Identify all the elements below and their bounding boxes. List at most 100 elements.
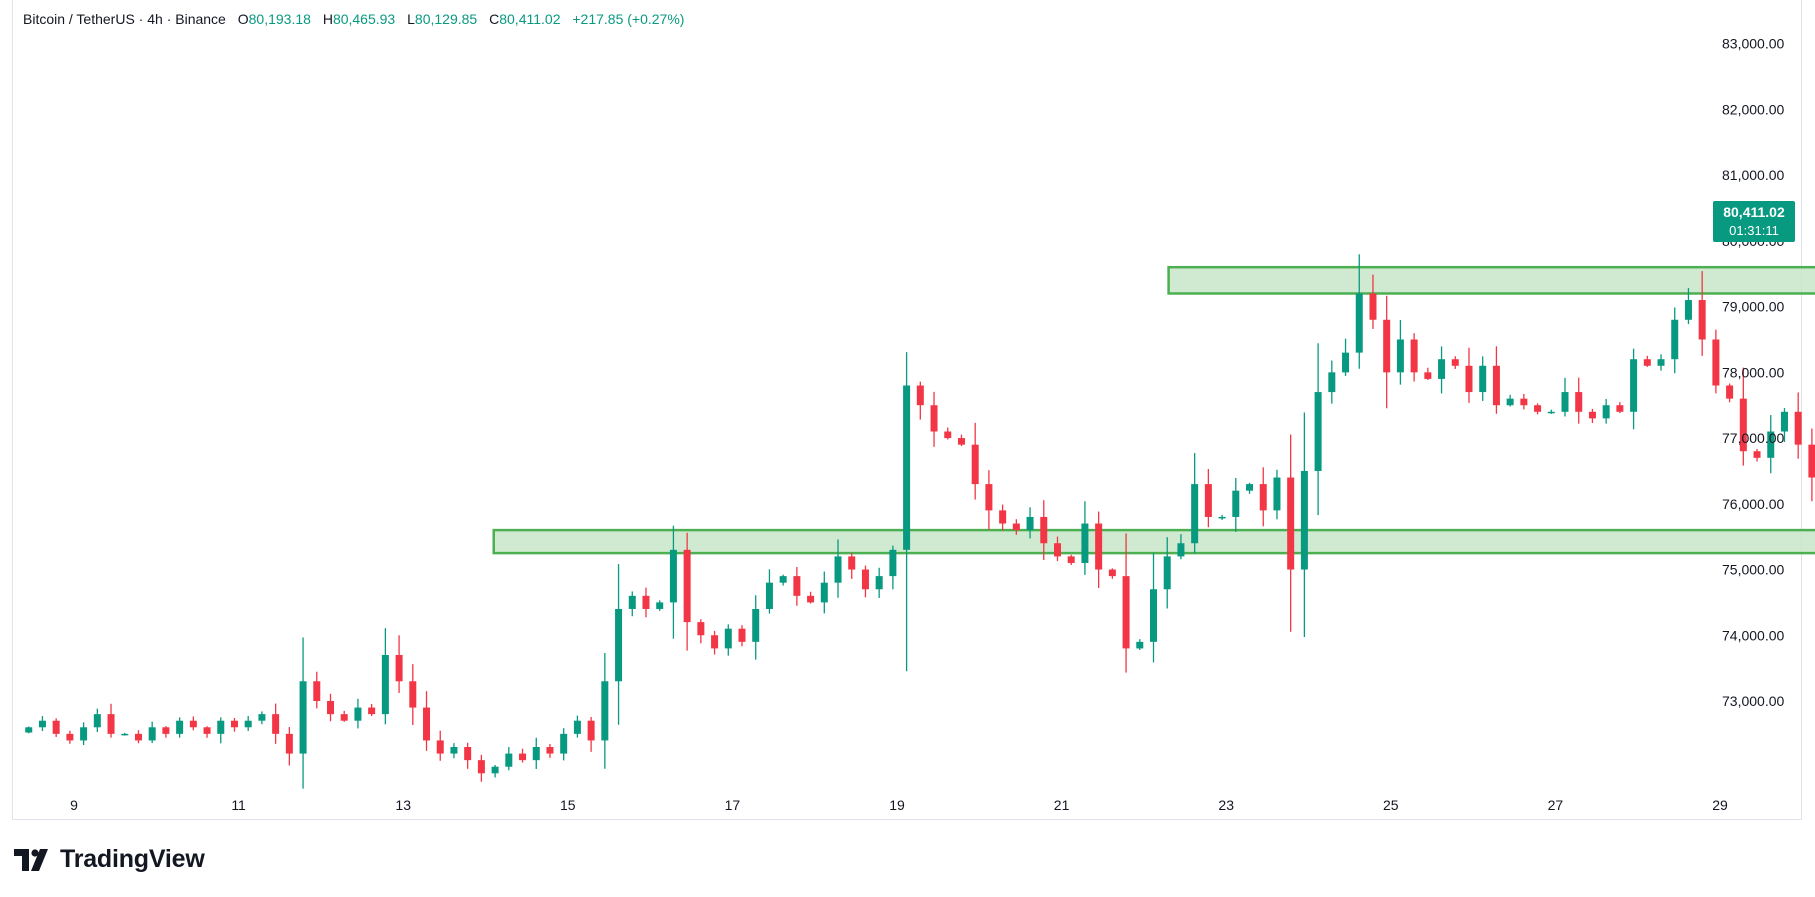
price-axis[interactable]: 83,000.0082,000.0081,000.0080,000.0079,0… xyxy=(1722,36,1784,709)
brand-name: TradingView xyxy=(60,845,205,873)
candle-body xyxy=(1053,543,1061,557)
candle-body xyxy=(1081,523,1089,563)
candle xyxy=(299,637,307,789)
candle xyxy=(285,727,293,766)
candle xyxy=(628,591,636,617)
candle-body xyxy=(1328,372,1336,393)
candle-body xyxy=(683,549,691,623)
candle-body xyxy=(299,681,307,754)
candle xyxy=(1602,398,1610,424)
candle-body xyxy=(957,438,965,445)
candle xyxy=(724,624,732,656)
candle-body xyxy=(66,733,74,741)
candle xyxy=(642,587,650,618)
candle-body xyxy=(1287,477,1295,570)
change-value: +217.85 (+0.27%) xyxy=(572,11,685,27)
candle xyxy=(1355,254,1363,369)
candle-body xyxy=(615,608,623,682)
open-label: O xyxy=(237,11,249,27)
candle xyxy=(738,625,746,647)
candle xyxy=(148,721,156,744)
symbol-title[interactable]: Bitcoin / TetherUS · 4h · Binance xyxy=(23,11,226,27)
candle-body xyxy=(1040,516,1048,544)
candle-body xyxy=(1561,392,1569,412)
candle xyxy=(861,565,869,598)
support-resistance-zone-1[interactable] xyxy=(1167,265,1815,295)
candle xyxy=(1012,519,1020,535)
candle-body xyxy=(848,556,856,570)
candle-body xyxy=(711,635,719,649)
candle-body xyxy=(656,602,664,609)
candle-body xyxy=(642,595,650,609)
candle xyxy=(1780,408,1788,443)
candle-body xyxy=(1465,365,1473,393)
candle xyxy=(807,591,815,604)
price-tick-label: 83,000.00 xyxy=(1722,36,1784,52)
candle xyxy=(999,504,1007,531)
candle xyxy=(1794,392,1802,459)
candle-body xyxy=(1232,490,1240,517)
candle-body xyxy=(1136,641,1144,649)
candle xyxy=(409,664,417,726)
candle-body xyxy=(1602,405,1610,419)
price-tick-label: 78,000.00 xyxy=(1722,364,1784,380)
candle-body xyxy=(1122,576,1130,649)
candle xyxy=(1287,434,1295,632)
candle xyxy=(354,698,362,729)
symbol-legend: Bitcoin / TetherUS · 4h · Binance O80,19… xyxy=(23,11,684,27)
candle-body xyxy=(1684,300,1692,320)
candle-body xyxy=(80,727,88,741)
candle-body xyxy=(189,720,197,728)
candle-body xyxy=(875,576,883,590)
candle-body xyxy=(573,720,581,734)
candle xyxy=(889,545,897,590)
candle xyxy=(519,748,527,763)
candle-body xyxy=(1410,339,1418,373)
candle-body xyxy=(148,727,156,741)
candle-body xyxy=(1479,365,1487,393)
candle-body xyxy=(1698,300,1706,340)
time-axis[interactable]: 911131517192123252729May357911131517 xyxy=(70,797,1815,813)
candle xyxy=(93,708,101,733)
candle xyxy=(38,716,46,732)
candle xyxy=(1630,348,1638,430)
candle-body xyxy=(477,760,485,774)
candle xyxy=(697,619,705,644)
price-tick-label: 73,000.00 xyxy=(1722,693,1784,709)
candle xyxy=(1438,346,1446,394)
candle-body xyxy=(505,753,513,767)
price-tick-label: 76,000.00 xyxy=(1722,496,1784,512)
candle-body xyxy=(121,733,129,736)
candle xyxy=(903,352,911,672)
price-tick-label: 81,000.00 xyxy=(1722,167,1784,183)
candle xyxy=(930,391,938,447)
candle-body xyxy=(1492,365,1500,406)
candle xyxy=(971,422,979,500)
candle xyxy=(1451,356,1459,369)
candle-body xyxy=(697,622,705,636)
last-price-box xyxy=(1713,201,1795,242)
candle-body xyxy=(738,628,746,642)
candle xyxy=(1300,412,1308,638)
candle xyxy=(1657,354,1665,371)
candle xyxy=(1424,367,1432,380)
candle xyxy=(1053,536,1061,562)
candle xyxy=(395,635,403,693)
candle xyxy=(1492,346,1500,414)
candle-body xyxy=(423,707,431,741)
candle xyxy=(1575,377,1583,424)
candle xyxy=(1369,274,1377,329)
support-resistance-zone-2[interactable] xyxy=(492,528,1815,555)
candle-body xyxy=(1191,484,1199,544)
candle-body xyxy=(1657,359,1665,366)
candle-body xyxy=(285,733,293,754)
tradingview-logo[interactable]: TradingView xyxy=(14,845,205,874)
candle xyxy=(1191,453,1199,554)
candle-body xyxy=(491,766,499,774)
candle xyxy=(669,525,677,639)
candle xyxy=(327,693,335,722)
candle xyxy=(711,630,719,655)
candle-body xyxy=(999,510,1007,524)
candle xyxy=(1095,511,1103,589)
